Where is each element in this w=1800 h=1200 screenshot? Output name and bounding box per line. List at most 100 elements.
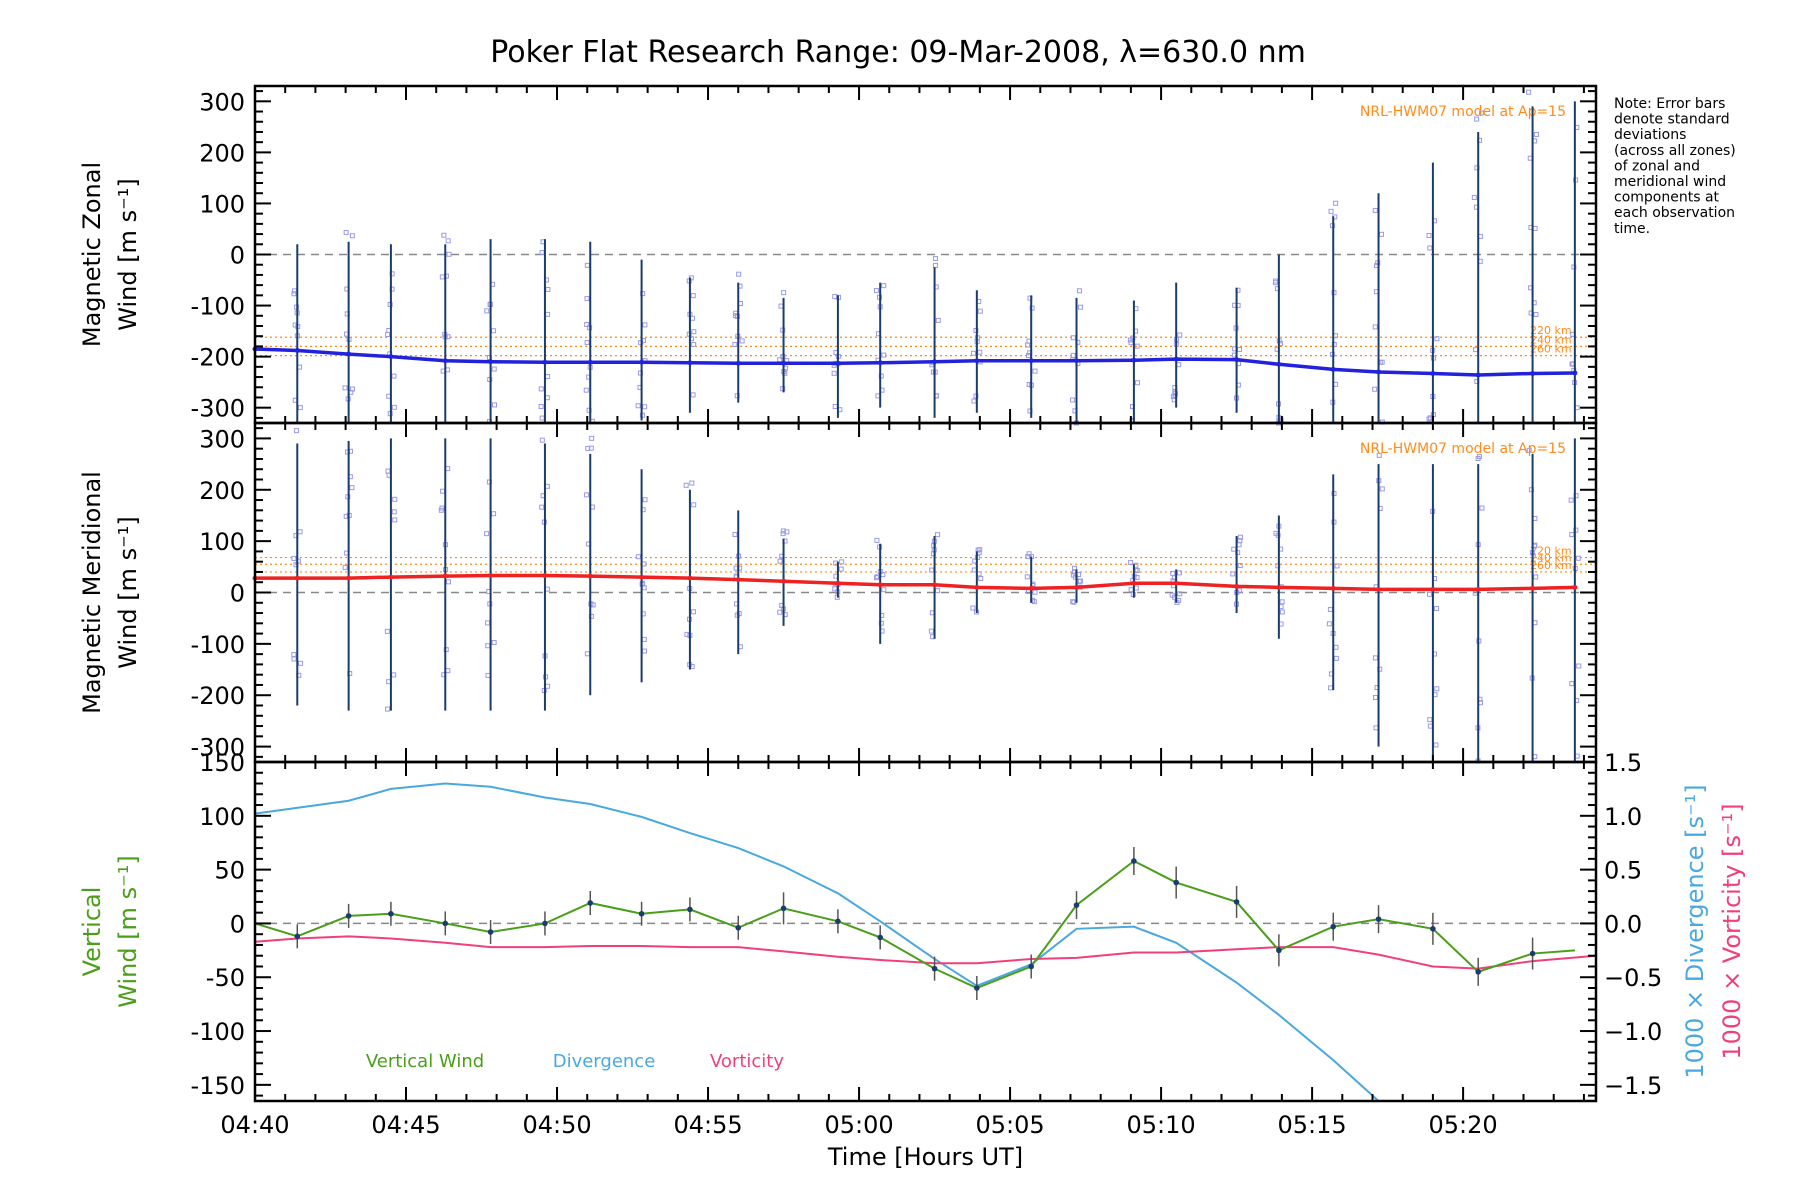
y2-tick-label: 0.0 xyxy=(1604,910,1642,938)
wind-point xyxy=(735,360,741,366)
vertical-wind-point xyxy=(1233,899,1240,905)
note-line: meridional wind xyxy=(1614,174,1726,190)
wind-point xyxy=(587,359,593,365)
scatter-point xyxy=(1333,200,1339,206)
scatter-point xyxy=(385,468,391,474)
vertical-wind-point xyxy=(1529,950,1536,957)
vertical-wind-point xyxy=(1073,902,1080,908)
scatter-point xyxy=(1533,574,1539,580)
scatter-point xyxy=(1279,609,1285,615)
y-tick-label: -50 xyxy=(206,964,245,992)
scatter-point xyxy=(873,288,879,294)
scatter-point xyxy=(1177,332,1183,338)
scatter-point xyxy=(690,315,696,321)
wind-point xyxy=(542,359,548,365)
wind-point xyxy=(877,360,883,366)
scatter-point xyxy=(642,322,648,328)
scatter-point xyxy=(739,338,745,344)
vertical-wind-point xyxy=(877,934,883,941)
scatter-point xyxy=(935,588,941,594)
scatter-point xyxy=(641,636,647,642)
wind-point xyxy=(932,582,938,588)
vertical-wind-point xyxy=(1276,947,1282,954)
y2-tick-label: −1.5 xyxy=(1604,1072,1662,1100)
scatter-point xyxy=(1426,416,1432,422)
scatter-point xyxy=(831,370,837,376)
scatter-point xyxy=(1526,447,1532,453)
vertical-wind-point xyxy=(735,924,742,931)
wind-point xyxy=(1572,584,1578,590)
scatter-point xyxy=(584,262,590,268)
scatter-point xyxy=(1070,352,1076,358)
scatter-point xyxy=(1434,686,1440,692)
y-axis-label: Vertical xyxy=(78,887,106,977)
scatter-point xyxy=(975,547,981,553)
scatter-point xyxy=(343,229,349,235)
vertical-wind-point xyxy=(587,900,594,906)
model-line-label: 260 km xyxy=(1530,559,1572,572)
vertical-wind-point xyxy=(1475,969,1482,975)
y-tick-label: 100 xyxy=(199,528,245,556)
scatter-point xyxy=(1427,245,1433,251)
vertical-wind-point xyxy=(1028,963,1035,970)
scatter-point xyxy=(445,238,451,244)
scatter-point xyxy=(1230,571,1236,577)
scatter-point xyxy=(690,293,696,299)
y2-axis-label: 1000 × Divergence [s⁻¹] xyxy=(1681,784,1709,1078)
vertical-wind-point xyxy=(442,920,449,927)
scatter-point xyxy=(349,233,355,239)
scatter-point xyxy=(971,350,977,356)
vertical-wind-point xyxy=(388,910,394,917)
scatter-point xyxy=(545,374,551,380)
vertical-wind-point xyxy=(487,929,494,935)
scatter-point xyxy=(584,321,590,327)
wind-point xyxy=(488,359,494,365)
scatter-point xyxy=(690,392,696,398)
y-tick-label: 50 xyxy=(214,857,245,885)
vertical-wind-point xyxy=(1330,923,1337,930)
scatter-point xyxy=(589,435,595,441)
scatter-point xyxy=(391,672,397,678)
wind-point xyxy=(1276,361,1282,367)
wind-point xyxy=(1131,357,1137,363)
scatter-point xyxy=(691,609,697,615)
scatter-point xyxy=(1372,386,1378,392)
wind-point xyxy=(735,577,741,583)
wind-point xyxy=(974,358,980,364)
scatter-point xyxy=(583,492,589,498)
note-line: each observation xyxy=(1614,205,1735,221)
scatter-point xyxy=(928,628,934,634)
scatter-point xyxy=(1237,538,1243,544)
scatter-point xyxy=(1526,89,1532,95)
scatter-point xyxy=(1327,606,1333,612)
scatter-point xyxy=(392,517,398,523)
scatter-point xyxy=(297,405,303,411)
scatter-point xyxy=(440,488,446,494)
scatter-point xyxy=(1134,343,1140,349)
vertical-wind-point xyxy=(974,985,980,991)
model-label: NRL-HWM07 model at Ap=15 xyxy=(1360,104,1566,120)
wind-point xyxy=(1430,586,1436,592)
y-tick-label: 150 xyxy=(199,749,245,777)
scatter-point xyxy=(445,579,451,585)
chart-title: Poker Flat Research Range: 09-Mar-2008, … xyxy=(490,35,1306,70)
vertical-wind-point xyxy=(687,906,693,913)
scatter-point xyxy=(784,529,790,535)
model-line-label: 240 km xyxy=(1530,551,1572,564)
scatter-point xyxy=(291,652,297,658)
scatter-point xyxy=(1473,347,1479,353)
scatter-point xyxy=(1427,591,1433,597)
y-axis-label: Magnetic Zonal xyxy=(78,162,106,347)
scatter-point xyxy=(1024,574,1030,580)
scatter-point xyxy=(1569,532,1575,538)
x-tick-label: 04:45 xyxy=(371,1111,440,1139)
y-tick-label: -300 xyxy=(191,395,245,423)
scatter-point xyxy=(1025,353,1031,359)
scatter-point xyxy=(1128,559,1134,565)
wind-point xyxy=(974,584,980,590)
x-tick-label: 05:00 xyxy=(824,1111,893,1139)
scatter-point xyxy=(935,317,941,323)
scatter-point xyxy=(684,631,690,637)
scatter-point xyxy=(873,575,879,581)
